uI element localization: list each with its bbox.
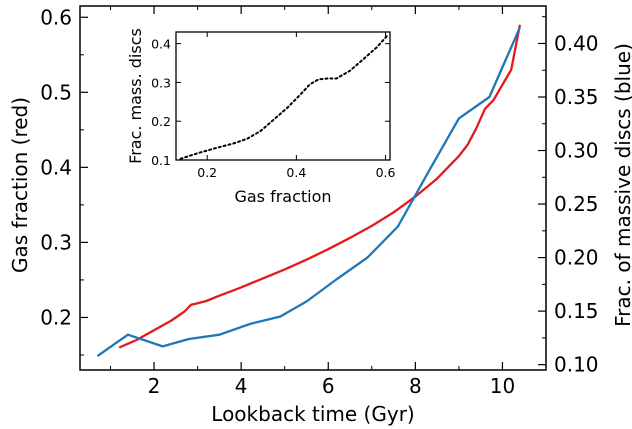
- series-line-massive-discs: [96, 26, 521, 358]
- inset-background: [176, 32, 390, 160]
- inset-y-tick-label: 0.2: [151, 114, 171, 129]
- x-axis-title: Lookback time (Gyr): [211, 402, 414, 426]
- inset-y-axis-title: Frac. mass. discs: [126, 28, 145, 164]
- inset-x-tick-label: 0.4: [286, 165, 306, 180]
- inset-series-line: [179, 34, 389, 160]
- inset-frame: [175, 31, 391, 161]
- y-right-tick-label: 0.20: [554, 246, 599, 270]
- series-line-gas-fraction: [118, 24, 522, 349]
- x-tick-label: 4: [235, 374, 248, 398]
- y-right-tick-label: 0.30: [554, 139, 599, 163]
- y-right-tick-label: 0.15: [554, 299, 599, 323]
- inset-x-tick-label: 0.2: [197, 165, 217, 180]
- x-tick-label: 2: [148, 374, 161, 398]
- x-tick-label: 8: [409, 374, 422, 398]
- y-left-tick-label: 0.3: [40, 230, 72, 254]
- y-left-tick-label: 0.4: [40, 155, 72, 179]
- y-left-tick-label: 0.2: [40, 305, 72, 329]
- y-left-tick-label: 0.6: [40, 5, 72, 29]
- y-axis-left-title: Gas fraction (red): [8, 97, 32, 273]
- inset-y-tick-label: 0.3: [151, 75, 171, 90]
- inset-plot: 0.2 0.4 0.6 0.1 0.2 0.3 0.4 Gas fraction Frac.…: [126, 28, 396, 206]
- plot-frame: [79, 5, 547, 371]
- y-right-tick-label: 0.35: [554, 85, 599, 109]
- inset-y-tick-label: 0.4: [151, 37, 171, 52]
- y-right-tick-label: 0.25: [554, 192, 599, 216]
- inset-y-tick-label: 0.1: [151, 153, 171, 168]
- inset-marks: 0.2 0.4 0.6 0.1 0.2 0.3 0.4: [151, 31, 396, 180]
- main-plot: [79, 5, 547, 371]
- y-right-tick-label: 0.40: [554, 31, 599, 55]
- main-ticks: [80, 6, 547, 370]
- y-left-tick-label: 0.5: [40, 80, 72, 104]
- y-axis-right-title: Frac. of massive discs (blue): [611, 43, 632, 327]
- y-right-tick-label: 0.10: [554, 353, 599, 377]
- x-tick-label: 10: [490, 374, 515, 398]
- inset-x-tick-label: 0.6: [376, 165, 396, 180]
- main-labels: 2 4 6 8 10 0.2 0.3 0.4 0.5 0.6 0.10 0.15 0.20 0.25 0.3…: [40, 5, 598, 398]
- x-tick-label: 6: [322, 374, 335, 398]
- inset-x-axis-title: Gas fraction: [234, 187, 331, 206]
